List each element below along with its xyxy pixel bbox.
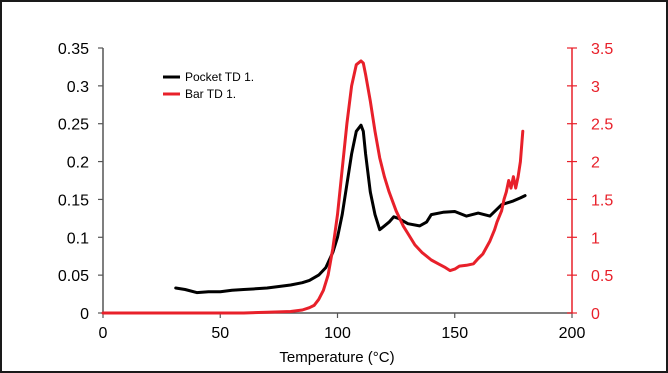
legend-label: Pocket TD 1.: [185, 70, 254, 84]
y-right-tick-label: 3: [591, 79, 600, 96]
x-tick-label: 50: [211, 325, 229, 342]
x-tick-label: 100: [324, 325, 351, 342]
legend: Pocket TD 1. Bar TD 1.: [163, 70, 254, 101]
y-right-tick-label: 1.5: [591, 192, 613, 209]
y-left-tick-label: 0.1: [67, 230, 89, 247]
x-tick-label: 0: [99, 325, 108, 342]
y-right-tick-label: 1: [591, 230, 600, 247]
series-line-pocket-td-1: [174, 123, 527, 295]
ticks: 0 50 100 150 200 0 0.05 0.1 0.15 0.2 0.25 0.3 0.35 0 0…: [58, 41, 613, 342]
axes: [102, 48, 573, 314]
y-left-tick-label: 0.35: [58, 41, 89, 58]
y-right-tick-label: 2.5: [591, 117, 613, 134]
y-right-tick-label: 2: [591, 155, 600, 172]
y-left-tick-label: 0.2: [67, 155, 89, 172]
x-tick-label: 200: [559, 325, 586, 342]
y-right-tick-label: 3.5: [591, 41, 613, 58]
y-left-tick-label: 0.3: [67, 79, 89, 96]
series-group: [101, 59, 527, 315]
y-left-tick-label: 0: [80, 306, 89, 323]
y-right-tick-label: 0: [591, 306, 600, 323]
legend-label: Bar TD 1.: [185, 87, 236, 101]
series-line-bar-td-1: [101, 59, 525, 315]
y-right-tick-label: 0.5: [591, 268, 613, 285]
y-left-tick-label: 0.15: [58, 192, 89, 209]
x-tick-label: 150: [441, 325, 468, 342]
y-left-tick-label: 0.05: [58, 268, 89, 285]
y-left-tick-label: 0.25: [58, 117, 89, 134]
x-axis-title: Temperature (°C): [279, 349, 394, 366]
